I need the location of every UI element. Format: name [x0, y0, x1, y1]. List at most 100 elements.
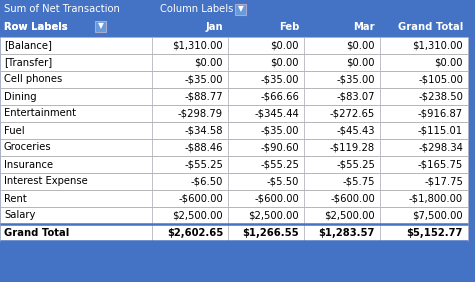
Bar	[0, 71, 152, 88]
Text: -$119.28: -$119.28	[330, 142, 375, 153]
Text: -$55.25: -$55.25	[184, 160, 223, 169]
Bar	[304, 37, 380, 54]
Text: -$34.58: -$34.58	[184, 125, 223, 135]
Bar	[0, 224, 152, 241]
Bar	[304, 88, 380, 105]
Text: -$35.00: -$35.00	[260, 125, 299, 135]
Bar	[304, 156, 380, 173]
Bar	[0, 190, 152, 207]
Text: $0.00: $0.00	[346, 41, 375, 50]
Bar	[380, 71, 468, 88]
Text: -$238.50: -$238.50	[418, 91, 463, 102]
Text: Cell phones: Cell phones	[4, 74, 62, 85]
Text: -$6.50: -$6.50	[190, 177, 223, 186]
Bar	[304, 71, 380, 88]
Text: -$115.01: -$115.01	[418, 125, 463, 135]
Text: Salary: Salary	[4, 210, 35, 221]
Text: -$600.00: -$600.00	[330, 193, 375, 204]
Text: Row Labels: Row Labels	[4, 23, 67, 32]
Bar	[228, 156, 304, 173]
Text: $0.00: $0.00	[346, 58, 375, 67]
Bar	[304, 190, 380, 207]
Bar	[380, 224, 468, 241]
Text: $1,283.57: $1,283.57	[319, 228, 375, 237]
Text: Dining: Dining	[4, 91, 37, 102]
Text: Row Labels: Row Labels	[4, 23, 67, 32]
Text: [Transfer]: [Transfer]	[4, 58, 52, 67]
Text: -$1,800.00: -$1,800.00	[409, 193, 463, 204]
Text: -$916.87: -$916.87	[418, 109, 463, 118]
Bar	[152, 71, 228, 88]
Text: Insurance: Insurance	[4, 160, 53, 169]
Bar	[0, 0, 468, 18]
Text: Entertainment: Entertainment	[4, 109, 76, 118]
Text: ▼: ▼	[238, 5, 243, 14]
Bar	[380, 156, 468, 173]
Bar	[304, 173, 380, 190]
Bar	[228, 37, 304, 54]
Bar	[0, 54, 152, 71]
Bar	[152, 88, 228, 105]
Text: $0.00: $0.00	[270, 41, 299, 50]
Text: Interest Expense: Interest Expense	[4, 177, 88, 186]
Text: Column Labels: Column Labels	[160, 4, 233, 14]
Text: -$105.00: -$105.00	[418, 74, 463, 85]
Bar	[152, 224, 228, 241]
Text: -$600.00: -$600.00	[178, 193, 223, 204]
Text: $0.00: $0.00	[194, 58, 223, 67]
Bar	[380, 173, 468, 190]
Text: -$5.50: -$5.50	[266, 177, 299, 186]
Bar	[152, 37, 228, 54]
Text: -$83.07: -$83.07	[336, 91, 375, 102]
Bar	[95, 21, 106, 32]
Bar	[228, 122, 304, 139]
Bar	[152, 18, 228, 37]
Text: Rent: Rent	[4, 193, 27, 204]
Text: Mar: Mar	[353, 23, 375, 32]
Text: -$45.43: -$45.43	[336, 125, 375, 135]
Text: -$298.34: -$298.34	[418, 142, 463, 153]
Bar	[380, 105, 468, 122]
Bar	[304, 122, 380, 139]
Bar	[228, 71, 304, 88]
Bar	[304, 224, 380, 241]
Text: -$66.66: -$66.66	[260, 91, 299, 102]
Text: $0.00: $0.00	[270, 58, 299, 67]
Text: -$17.75: -$17.75	[424, 177, 463, 186]
Bar	[152, 156, 228, 173]
Text: -$55.25: -$55.25	[260, 160, 299, 169]
Text: -$35.00: -$35.00	[260, 74, 299, 85]
Bar	[380, 207, 468, 224]
Bar	[228, 139, 304, 156]
Bar	[228, 105, 304, 122]
Bar	[304, 54, 380, 71]
Bar	[0, 37, 152, 54]
Bar	[228, 88, 304, 105]
Bar	[380, 54, 468, 71]
Bar	[228, 207, 304, 224]
Bar	[380, 18, 468, 37]
Bar	[304, 207, 380, 224]
Text: -$35.00: -$35.00	[184, 74, 223, 85]
Text: -$55.25: -$55.25	[336, 160, 375, 169]
Bar	[235, 3, 246, 14]
Bar	[228, 173, 304, 190]
Text: -$5.75: -$5.75	[342, 177, 375, 186]
Text: $0.00: $0.00	[435, 58, 463, 67]
Text: -$298.79: -$298.79	[178, 109, 223, 118]
Bar	[152, 54, 228, 71]
Bar	[380, 88, 468, 105]
Bar	[0, 173, 152, 190]
Text: $1,310.00: $1,310.00	[412, 41, 463, 50]
Text: -$272.65: -$272.65	[330, 109, 375, 118]
Text: -$165.75: -$165.75	[418, 160, 463, 169]
Text: $7,500.00: $7,500.00	[412, 210, 463, 221]
Bar	[152, 207, 228, 224]
Bar	[0, 105, 152, 122]
Text: -$345.44: -$345.44	[254, 109, 299, 118]
Text: -$88.46: -$88.46	[184, 142, 223, 153]
Text: [Balance]: [Balance]	[4, 41, 52, 50]
Bar	[228, 190, 304, 207]
Bar	[304, 18, 380, 37]
Text: ▼: ▼	[97, 21, 104, 30]
